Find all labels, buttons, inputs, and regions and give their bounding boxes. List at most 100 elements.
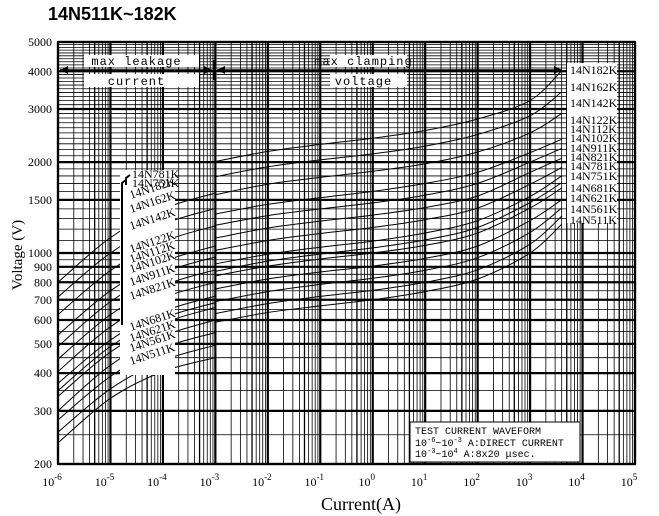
leak-arrow-left-head <box>60 66 68 74</box>
x-tick-exponent: -6 <box>54 472 62 482</box>
clamp-curve-label: 14N561K <box>570 202 618 216</box>
plot-frame <box>56 40 637 466</box>
y-tick-label: 1000 <box>28 246 52 260</box>
x-tick-base: 10 <box>568 475 580 489</box>
clamping-curve-14N821K <box>215 175 562 265</box>
chart-title: 14N511K~182K <box>48 4 177 24</box>
clamp-curve-label: 14N681K <box>570 181 618 195</box>
x-tick-label: 101 <box>411 472 428 489</box>
test-note-fragment: -3 <box>427 448 435 456</box>
x-tick-label: 100 <box>358 472 375 489</box>
clamp-curve-label: 14N122K <box>570 113 618 127</box>
clamping-curve-14N162K <box>215 91 563 178</box>
clamping-curve-14N681K <box>215 199 562 290</box>
test-note-fragment: ~ <box>435 439 441 450</box>
test-note-line3: 10-3~104 A:8x20 μsec. <box>415 448 536 461</box>
y-tick-label: 300 <box>34 404 52 418</box>
region-label-line2: current <box>108 75 165 89</box>
test-note-box <box>409 421 581 463</box>
leak-curve-label: 14N781K <box>132 167 180 181</box>
x-tick-exponent: 2 <box>475 472 480 482</box>
clamping-curve-14N781K <box>215 182 562 272</box>
x-tick-label: 10-3 <box>200 472 220 489</box>
x-tick-exponent: 3 <box>528 472 533 482</box>
clamping-curve-14N182K <box>215 70 563 162</box>
x-tick-base: 10 <box>516 475 528 489</box>
x-tick-exponent: 5 <box>633 472 638 482</box>
test-note-fragment: 10 <box>415 439 427 450</box>
clamping-curve-14N112K <box>215 147 562 226</box>
clamping-curve-14N122K <box>215 138 562 215</box>
x-tick-exponent: -1 <box>317 472 325 482</box>
test-note-line1: TEST CURRENT WAVEFORM <box>415 427 541 438</box>
test-note-fragment: 4 <box>453 448 457 456</box>
x-tick-exponent: -4 <box>159 472 167 482</box>
y-tick-label: 3000 <box>28 102 52 116</box>
y-tick-label: 1500 <box>28 193 52 207</box>
clamping-curve-14N621K <box>215 207 563 303</box>
x-tick-base: 10 <box>305 475 317 489</box>
y-tick-label: 5000 <box>28 35 52 49</box>
leak-curve-label: 14N751K <box>132 176 180 190</box>
x-tick-exponent: 0 <box>370 472 375 482</box>
x-tick-exponent: -5 <box>107 472 115 482</box>
x-tick-exponent: -2 <box>264 472 272 482</box>
y-tick-label: 200 <box>34 457 52 471</box>
x-tick-exponent: 1 <box>423 472 428 482</box>
region-label-bg <box>84 55 199 67</box>
clamp-curve-label: 14N182K <box>570 63 618 77</box>
clamping-curve-14N511K <box>215 223 563 323</box>
x-tick-label: 104 <box>568 472 585 489</box>
x-axis-label: Current(A) <box>321 494 401 515</box>
x-tick-base: 10 <box>147 475 159 489</box>
x-tick-label: 10-1 <box>305 472 325 489</box>
clamp-label-background <box>567 63 617 223</box>
region-label-line1: max leakage <box>91 55 181 69</box>
test-note-fragment: -3 <box>453 437 461 445</box>
x-tick-base: 10 <box>463 475 475 489</box>
x-tick-base: 10 <box>252 475 264 489</box>
y-tick-label: 900 <box>34 260 52 274</box>
leak-label-bracket-781 <box>125 174 131 185</box>
clamp-curve-label: 14N821K <box>570 150 618 164</box>
x-tick-base: 10 <box>95 475 107 489</box>
x-tick-base: 10 <box>358 475 370 489</box>
y-tick-label: 800 <box>34 275 52 289</box>
clamp-curve-label: 14N162K <box>570 80 618 94</box>
y-axis-label: Voltage (V) <box>10 220 26 290</box>
clamp-curve-label: 14N751K <box>570 169 618 183</box>
test-note-fragment: ~ <box>435 450 441 461</box>
clamp-arrow-right-head <box>554 66 562 74</box>
clamp-curve-label: 14N112K <box>570 122 617 136</box>
clamping-curve-14N911K <box>215 167 562 251</box>
y-tick-label: 700 <box>34 293 52 307</box>
x-tick-base: 10 <box>200 475 212 489</box>
x-tick-label: 105 <box>621 472 638 489</box>
x-tick-label: 10-6 <box>42 472 62 489</box>
region-label-bg <box>84 74 199 87</box>
x-tick-exponent: 4 <box>580 472 585 482</box>
x-tick-label: 102 <box>463 472 480 489</box>
clamp-curve-label: 14N621K <box>570 191 618 205</box>
test-note-fragment: -6 <box>427 437 435 445</box>
region-label-bg <box>330 55 407 67</box>
leak-label-bracket-751 <box>121 179 127 325</box>
clamp-curve-label: 14N142K <box>570 96 618 110</box>
y-tick-label: 4000 <box>28 64 52 78</box>
clamp-curve-label: 14N102K <box>570 131 618 145</box>
test-note-line2: 10-6~10-3 A:DIRECT CURRENT <box>415 437 564 450</box>
clamp-arrow-left-head <box>217 66 225 74</box>
test-note-fragment: A:8x20 μsec. <box>458 450 536 461</box>
clamp-curve-label: 14N781K <box>570 159 618 173</box>
clamping-curve-14N142K <box>215 112 562 196</box>
region-label-line1: max clamping <box>314 55 412 69</box>
x-tick-label: 103 <box>516 472 533 489</box>
x-tick-base: 10 <box>621 475 633 489</box>
test-note-fragment: 10 <box>441 450 453 461</box>
clamping-curve-14N751K <box>215 187 562 277</box>
y-tick-label: 400 <box>34 366 52 380</box>
leakage-curve-14N511K <box>57 357 216 444</box>
overlays: 14N781K14N751K14N182K14N162K14N142K14N12… <box>60 55 618 463</box>
leak-arrow-right-head <box>204 66 212 74</box>
